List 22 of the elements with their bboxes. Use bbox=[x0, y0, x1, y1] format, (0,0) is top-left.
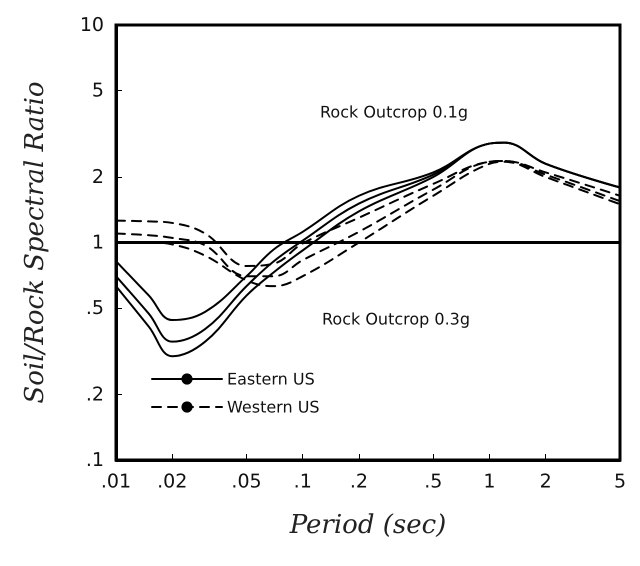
y-tick-label: 10 bbox=[80, 14, 104, 36]
x-tick-label: 1 bbox=[483, 470, 496, 492]
x-tick-label: .5 bbox=[424, 470, 442, 492]
x-axis-title: Period (sec) bbox=[288, 510, 446, 540]
y-tick-label: .5 bbox=[86, 296, 104, 319]
y-tick-label: 1 bbox=[92, 232, 104, 254]
x-tick-label: 5 bbox=[614, 470, 626, 492]
legend-label: Eastern US bbox=[227, 370, 315, 388]
x-tick-label: .05 bbox=[231, 470, 262, 492]
x-tick-label: 2 bbox=[540, 470, 552, 492]
x-tick-label: .01 bbox=[100, 470, 132, 492]
y-tick-label: 2 bbox=[92, 166, 104, 188]
y-tick-label: 5 bbox=[92, 79, 104, 102]
legend-label: Western US bbox=[227, 398, 320, 416]
y-tick-label: .1 bbox=[86, 449, 104, 471]
x-tick-label: .2 bbox=[350, 470, 368, 492]
x-tick-label: .02 bbox=[157, 470, 188, 492]
annotation: Rock Outcrop 0.3g bbox=[322, 310, 470, 328]
y-axis-title: Soil/Rock Spectral Ratio bbox=[20, 81, 50, 404]
x-tick-label: .1 bbox=[294, 470, 312, 492]
y-tick-label: .2 bbox=[86, 384, 104, 406]
annotation: Rock Outcrop 0.1g bbox=[320, 102, 468, 122]
